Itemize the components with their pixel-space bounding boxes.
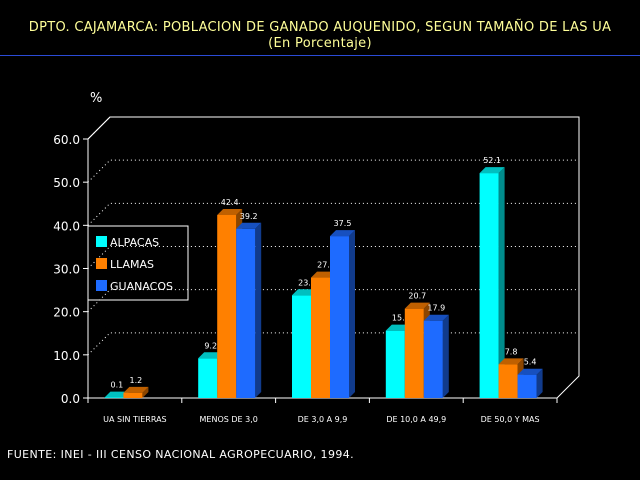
chart-title: DPTO. CAJAMARCA: POBLACION DE GANADO AUQ… [28,20,612,35]
y-tick-label: 30.0 [53,263,80,277]
bar-top-guanacos [517,368,543,375]
value-label-guanacos: 39.2 [240,212,258,221]
bar-top-alpacas [104,391,130,398]
value-label-guanacos: 5.4 [524,358,537,367]
bar-llamas [311,277,330,398]
bar-side-guanacos [536,368,543,398]
x-category-label: MENOS DE 3,0 [200,415,258,424]
title-divider [0,55,640,56]
bar-side-llamas [142,386,149,398]
y-tick-label: 50.0 [53,176,80,190]
value-label-guanacos: 37.5 [334,219,352,228]
depth-edge [87,116,111,140]
y-axis-unit-label: % [90,91,103,106]
bar-top-alpacas [385,324,411,331]
legend-box [87,225,189,301]
source-note: FUENTE: INEI - III CENSO NACIONAL AGROPE… [7,448,355,461]
bar-llamas [217,214,237,398]
legend-swatch-guanacos [96,280,107,291]
bar-top-llamas [311,271,336,278]
bar-side-guanacos [442,314,449,398]
bar-top-llamas [404,302,430,309]
value-label-alpacas: 9.2 [204,341,217,350]
bar-top-llamas [123,386,149,393]
value-label-llamas: 20.7 [408,292,426,301]
bar-top-guanacos [330,230,355,237]
value-label-alpacas: 23. [298,278,311,287]
legend-label-alpacas: ALPACAS [110,236,159,249]
x-category-label: DE 3,0 A 9,9 [298,415,348,424]
bar-guanacos [236,228,256,398]
value-label-llamas: 1.2 [130,376,143,385]
y-tick-label: 10.0 [53,349,80,363]
bar-alpacas [104,397,124,399]
y-tick-label: 0.0 [61,392,80,406]
value-label-alpacas: 0.1 [111,381,124,390]
bar-guanacos [423,320,443,398]
bar-side-alpacas [498,167,505,398]
y-tick-label: 20.0 [53,306,80,320]
bar-top-alpacas [479,167,505,174]
bar-guanacos [517,374,537,398]
bar-alpacas [198,358,218,398]
gridline [87,116,579,140]
value-label-llamas: 42.4 [221,198,239,207]
y-tick-label: 40.0 [53,219,80,233]
bar-top-llamas [498,358,524,365]
bar-llamas [123,392,143,398]
chart-subtitle: (En Porcentaje) [268,36,372,51]
legend-label-llamas: LLAMAS [110,258,154,271]
legend-swatch-alpacas [96,236,107,247]
value-label-alpacas: 15. [392,314,405,323]
bar-top-guanacos [236,222,262,229]
x-category-label: DE 10,0 A 49,9 [386,415,446,424]
bar-side-guanacos [349,230,355,398]
bar-alpacas [385,330,405,398]
bar-alpacas [479,173,499,398]
bar-llamas [498,364,518,398]
bar-top-guanacos [423,314,449,321]
bar-llamas [404,308,424,398]
bar-guanacos [330,236,349,398]
bar-side-guanacos [255,222,262,398]
value-label-llamas: 7.8 [505,347,518,356]
bar-top-llamas [217,208,243,215]
value-label-alpacas: 52.1 [483,156,501,165]
bar-top-alpacas [292,289,317,296]
bar-top-alpacas [198,352,224,359]
legend-label-guanacos: GUANACOS [110,280,173,293]
x-category-label: UA SIN TIERRAS [103,415,166,424]
gridline [87,159,579,183]
value-label-llamas: 27. [317,261,330,270]
bar-alpacas [292,295,311,398]
x-category-label: DE 50,0 Y MAS [481,415,540,424]
value-label-guanacos: 17.9 [427,304,445,313]
y-tick-label: 60.0 [53,133,80,147]
legend-swatch-llamas [96,258,107,269]
